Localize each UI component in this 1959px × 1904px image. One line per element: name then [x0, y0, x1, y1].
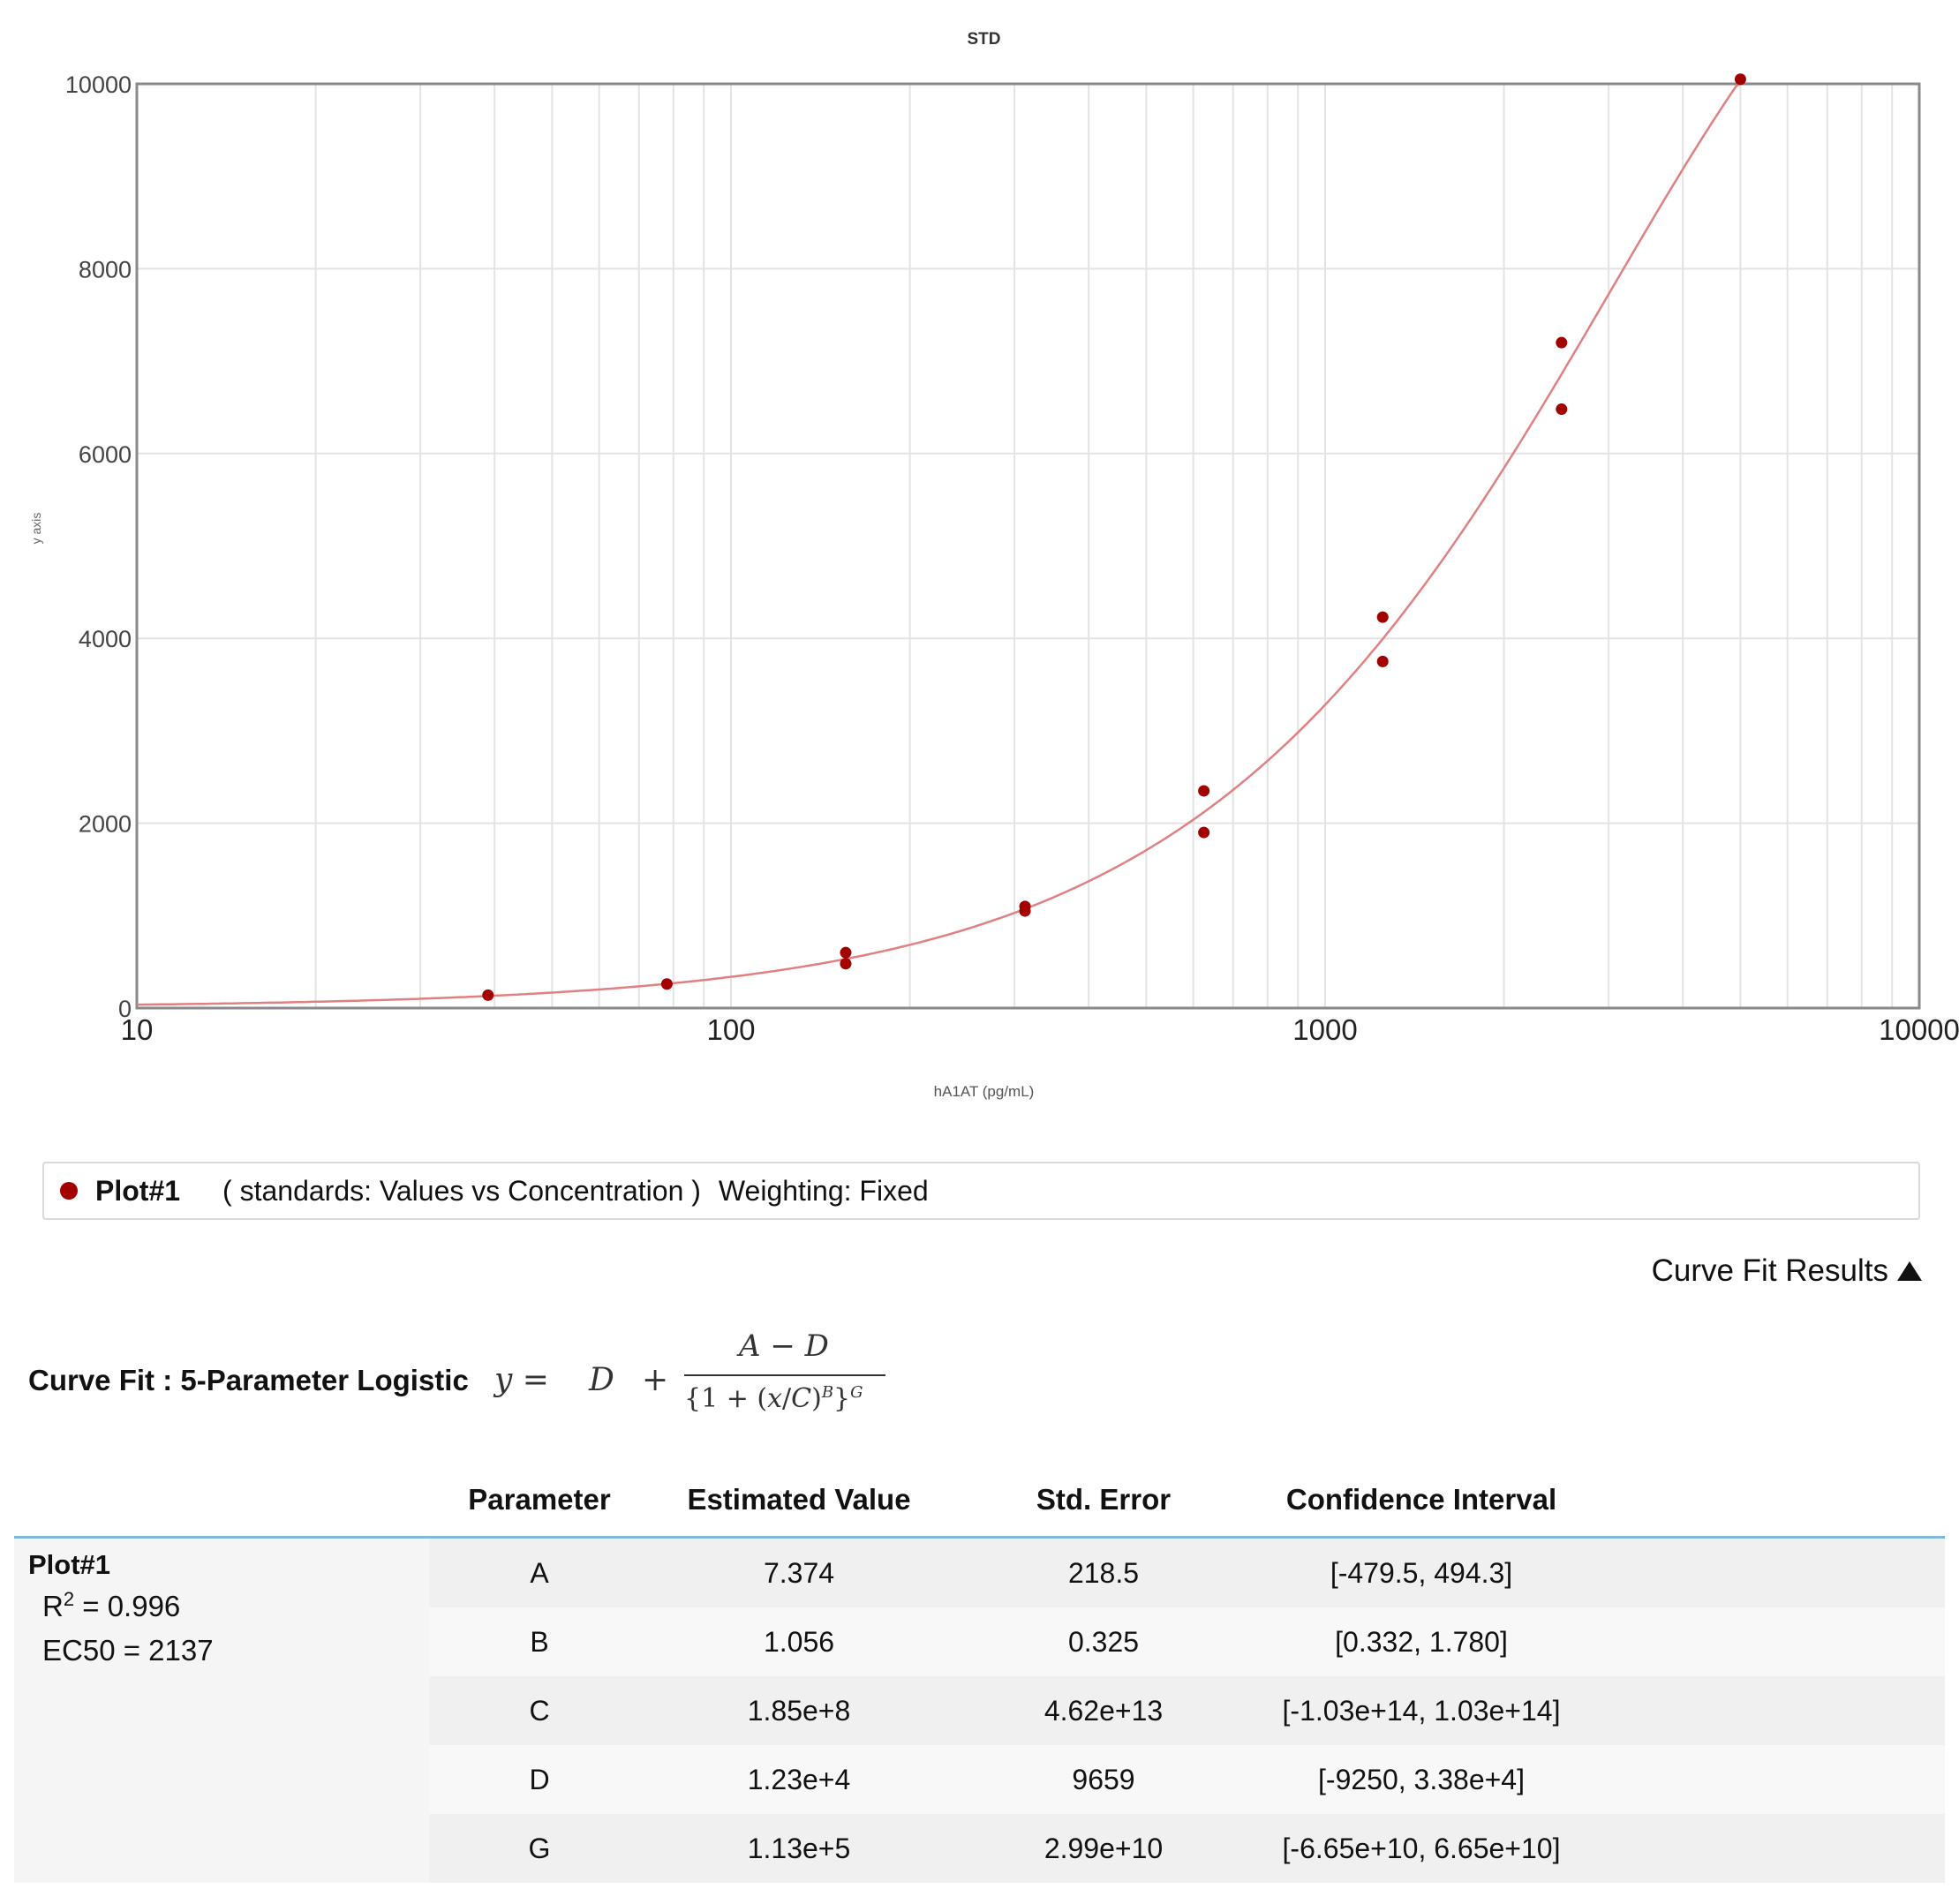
x-axis-label: hA1AT (pg/mL) — [934, 1083, 1035, 1100]
confidence-interval: [-6.65e+10, 6.65e+10] — [1282, 1833, 1561, 1864]
data-point — [1019, 900, 1031, 913]
legend-weighting: Weighting: Fixed — [718, 1174, 929, 1207]
data-point — [1198, 826, 1210, 839]
summary-plot-name: Plot#1 — [28, 1549, 111, 1580]
header-estimated-value: Estimated Value — [687, 1483, 911, 1516]
x-tick-label: 10 — [121, 1013, 154, 1046]
data-point — [1376, 611, 1389, 623]
estimated-value: 1.13e+5 — [747, 1833, 851, 1864]
data-point — [1734, 73, 1746, 86]
results-toggle-label: Curve Fit Results — [1651, 1253, 1888, 1288]
curve-fit-results-toggle[interactable]: Curve Fit Results — [1652, 1253, 1922, 1289]
chart-title: STD — [968, 30, 1001, 49]
y-tick-label: 2000 — [79, 811, 132, 838]
confidence-interval: [0.332, 1.780] — [1335, 1626, 1508, 1658]
x-tick-label: 1000 — [1292, 1013, 1357, 1046]
plot-legend: Plot#1 ( standards: Values vs Concentrat… — [42, 1162, 1920, 1220]
ec50-value: EC50 = 2137 — [42, 1634, 214, 1667]
plot-summary-panel: Plot#1 R2 = 0.996 EC50 = 2137 — [14, 1539, 429, 1883]
data-point — [840, 946, 852, 959]
data-point — [1556, 403, 1568, 416]
standard-curve-chart: 10 100 1000 10000 0 2000 4000 6000 8000 10000 STD h… — [29, 30, 1959, 1100]
table-row: B 1.056 0.325 [0.332, 1.780] — [429, 1607, 1945, 1676]
std-error: 218.5 — [1067, 1557, 1140, 1589]
confidence-interval: [-1.03e+14, 1.03e+14] — [1282, 1695, 1561, 1727]
table-header-divider — [14, 1536, 1945, 1539]
data-point — [1198, 785, 1210, 797]
collapse-arrow-icon — [1897, 1261, 1922, 1281]
legend-description: ( standards: Values vs Concentration ) — [222, 1174, 701, 1207]
data-point — [840, 958, 852, 970]
estimated-value: 1.056 — [763, 1626, 835, 1658]
confidence-interval: [-9250, 3.38e+4] — [1318, 1764, 1525, 1795]
param-name: D — [529, 1764, 550, 1795]
five-pl-formula: y = D + A − D {1 + (x/C)B}G — [490, 1328, 896, 1461]
table-row: D 1.23e+4 9659 [-9250, 3.38e+4] — [429, 1745, 1945, 1814]
table-row: A 7.374 218.5 [-479.5, 494.3] — [429, 1539, 1945, 1607]
x-tick-label: 100 — [706, 1013, 755, 1046]
series-marker-icon — [60, 1182, 78, 1200]
y-axis-label: y axis — [29, 513, 43, 545]
legend-plot-name: Plot#1 — [95, 1174, 181, 1207]
header-std-error: Std. Error — [1036, 1483, 1172, 1516]
param-name: C — [529, 1695, 550, 1727]
std-error: 0.325 — [1067, 1626, 1140, 1658]
estimated-value: 1.85e+8 — [747, 1695, 851, 1727]
std-error: 4.62e+13 — [1044, 1695, 1164, 1727]
r-squared: R2 = 0.996 — [42, 1588, 181, 1622]
y-tick-label: 0 — [118, 996, 132, 1022]
table-row: C 1.85e+8 4.62e+13 [-1.03e+14, 1.03e+14] — [429, 1676, 1945, 1745]
data-point — [482, 989, 494, 1001]
data-point — [1556, 336, 1568, 349]
y-tick-label: 8000 — [79, 256, 132, 282]
std-error: 2.99e+10 — [1044, 1833, 1164, 1864]
data-point — [1376, 655, 1389, 667]
param-name: B — [530, 1626, 549, 1658]
estimated-value: 1.23e+4 — [747, 1764, 851, 1795]
curve-fit-title: Curve Fit : 5-Parameter Logistic — [28, 1364, 469, 1396]
param-name: A — [530, 1557, 549, 1589]
estimated-value: 7.374 — [763, 1557, 835, 1589]
header-parameter: Parameter — [468, 1483, 611, 1516]
table-row: G 1.13e+5 2.99e+10 [-6.65e+10, 6.65e+10] — [429, 1814, 1945, 1883]
fit-curve — [136, 82, 1741, 1006]
plot-area — [137, 84, 1919, 1008]
plot-frame — [135, 82, 1921, 1010]
y-tick-label: 4000 — [79, 626, 132, 652]
param-name: G — [528, 1833, 551, 1864]
y-tick-label: 6000 — [79, 441, 132, 468]
y-tick-label: 10000 — [65, 71, 132, 98]
header-confidence-interval: Confidence Interval — [1285, 1483, 1557, 1516]
x-tick-label: 10000 — [1879, 1013, 1959, 1046]
std-error: 9659 — [1072, 1764, 1135, 1795]
confidence-interval: [-479.5, 494.3] — [1330, 1557, 1513, 1589]
data-point — [660, 978, 673, 990]
